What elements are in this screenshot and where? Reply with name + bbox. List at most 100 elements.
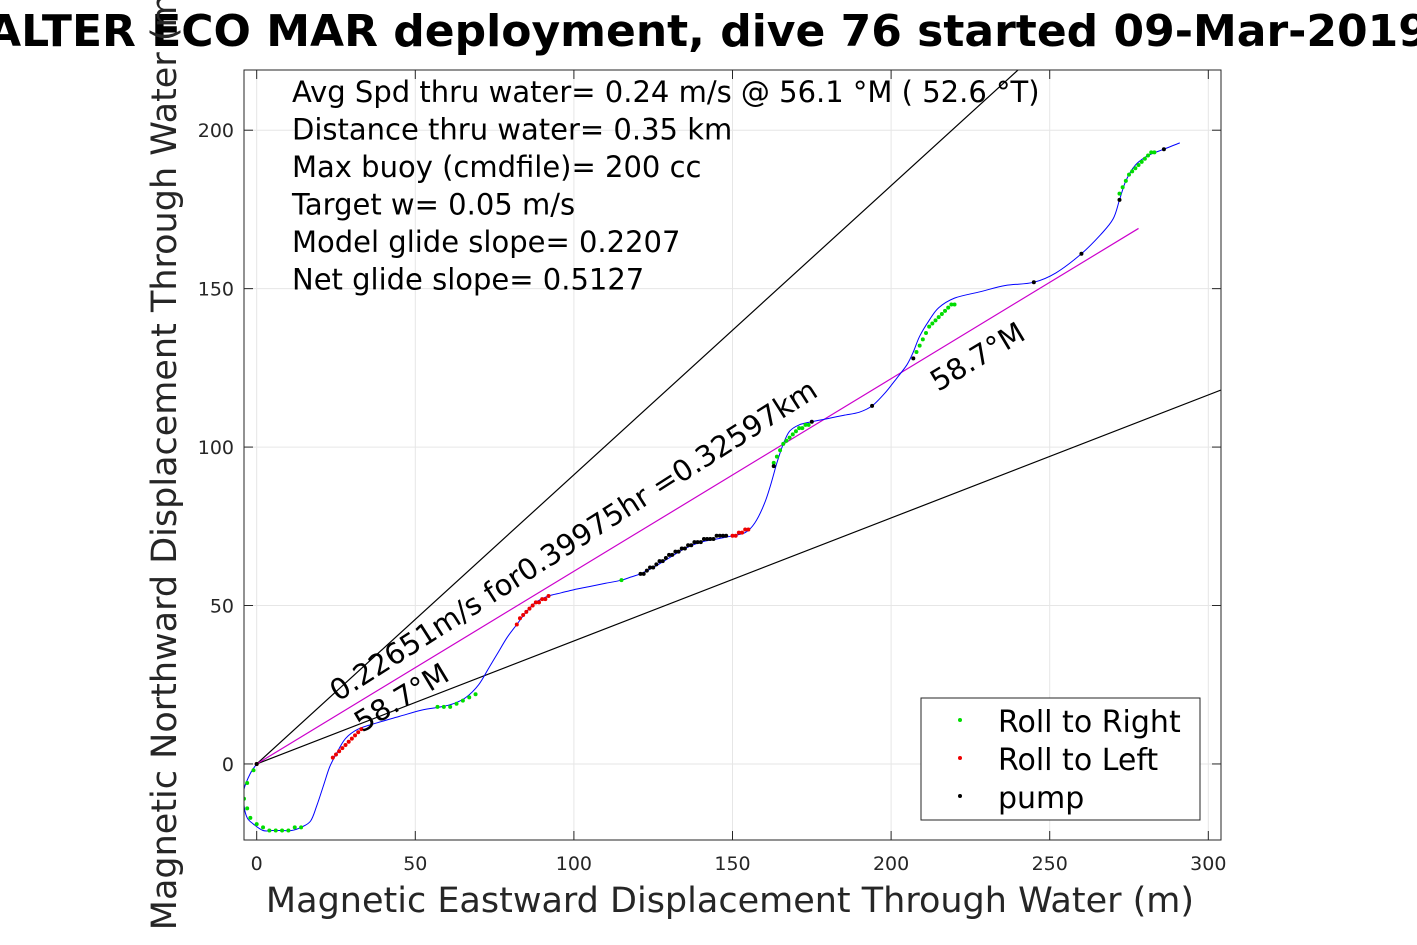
data-point xyxy=(267,828,272,833)
data-point xyxy=(800,426,805,431)
data-point xyxy=(248,815,253,820)
data-point xyxy=(1117,191,1122,196)
data-point xyxy=(936,315,941,320)
legend-marker xyxy=(958,718,962,722)
data-point xyxy=(695,540,700,545)
data-point xyxy=(1127,172,1132,177)
data-point xyxy=(333,752,338,757)
data-point xyxy=(654,562,659,567)
data-point xyxy=(619,578,624,583)
x-tick-label: 150 xyxy=(714,853,750,875)
data-point xyxy=(793,429,798,434)
data-point xyxy=(1146,153,1151,158)
data-point xyxy=(1139,159,1144,164)
info-line: Avg Spd thru water= 0.24 m/s @ 56.1 °M (… xyxy=(292,75,1040,109)
data-point xyxy=(933,318,938,323)
data-point xyxy=(670,552,675,557)
data-point xyxy=(460,698,465,703)
data-point xyxy=(803,422,808,427)
data-point xyxy=(530,603,535,608)
data-point xyxy=(771,464,776,469)
data-point xyxy=(733,533,738,538)
data-point xyxy=(673,549,678,554)
data-point xyxy=(708,536,713,541)
data-point xyxy=(644,568,649,573)
data-point xyxy=(746,527,751,532)
y-tick-label: 50 xyxy=(210,596,234,618)
data-point xyxy=(441,704,446,709)
data-point xyxy=(914,350,919,355)
data-point xyxy=(774,454,779,459)
data-point xyxy=(1152,150,1157,155)
legend-box xyxy=(920,697,1201,821)
x-tick-label: 300 xyxy=(1190,853,1226,875)
reference-line-upper-bound xyxy=(256,70,1019,765)
legend-label: pump xyxy=(998,781,1084,816)
data-point xyxy=(521,613,526,618)
info-line: Max buoy (cmdfile)= 200 cc xyxy=(292,150,701,184)
data-point xyxy=(743,527,748,532)
legend-marker xyxy=(958,756,962,760)
x-tick-label: 200 xyxy=(873,853,909,875)
data-point xyxy=(641,571,646,576)
series-pump xyxy=(254,147,1166,766)
y-tick-label: 0 xyxy=(222,754,234,776)
data-point xyxy=(787,435,792,440)
data-point xyxy=(923,331,928,336)
data-point xyxy=(254,822,259,827)
data-point xyxy=(1130,169,1135,174)
data-point xyxy=(663,555,668,560)
data-point xyxy=(797,426,802,431)
info-line: Distance thru water= 0.35 km xyxy=(292,113,732,147)
grid xyxy=(244,70,1221,840)
data-point xyxy=(1079,251,1084,256)
series-roll-to-left xyxy=(254,527,751,766)
data-point xyxy=(720,533,725,538)
data-point xyxy=(717,533,722,538)
data-point xyxy=(660,559,665,564)
data-point xyxy=(356,730,361,735)
data-point xyxy=(651,565,656,570)
data-point xyxy=(705,536,710,541)
data-point xyxy=(648,565,653,570)
data-point xyxy=(730,533,735,538)
legend-label: Roll to Right xyxy=(998,705,1181,740)
data-point xyxy=(292,825,297,830)
data-point xyxy=(359,727,364,732)
data-point xyxy=(638,571,643,576)
legend-label: Roll to Left xyxy=(998,743,1158,778)
data-point xyxy=(946,305,951,310)
data-point xyxy=(809,419,814,424)
data-point xyxy=(939,311,944,316)
data-point xyxy=(273,828,278,833)
data-point xyxy=(1117,197,1122,202)
reference-line-lower-bound xyxy=(256,389,1221,765)
data-point xyxy=(343,742,348,747)
data-point xyxy=(698,540,703,545)
data-point xyxy=(682,546,687,551)
data-point xyxy=(533,600,538,605)
data-point xyxy=(736,530,741,535)
data-point xyxy=(1120,185,1125,190)
data-point xyxy=(524,609,529,614)
data-point xyxy=(340,746,345,751)
data-point xyxy=(724,533,729,538)
data-point xyxy=(686,543,691,548)
data-point xyxy=(1123,178,1128,183)
data-point xyxy=(353,733,358,738)
data-point xyxy=(346,739,351,744)
data-point xyxy=(1142,156,1147,161)
data-point xyxy=(540,597,545,602)
data-point xyxy=(467,695,472,700)
data-point xyxy=(546,594,551,599)
data-point xyxy=(714,533,719,538)
info-line: Net glide slope= 0.5127 xyxy=(292,263,644,297)
data-point xyxy=(473,692,478,697)
x-tick-label: 50 xyxy=(403,853,427,875)
data-point xyxy=(299,825,304,830)
reference-lines xyxy=(256,70,1221,765)
data-point xyxy=(543,597,548,602)
data-point xyxy=(771,460,776,465)
